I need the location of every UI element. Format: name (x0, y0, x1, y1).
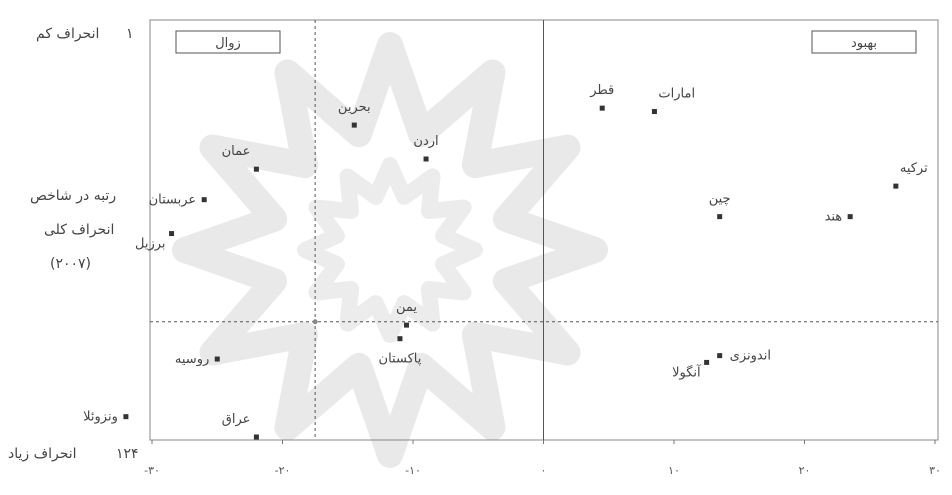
quadrant-box-left (175, 30, 281, 54)
data-point-label: روسیه (175, 352, 209, 367)
data-point-label: امارات (658, 87, 695, 102)
x-tick-label: -۱۰ (405, 464, 421, 477)
data-point-label: برزیل (135, 237, 166, 252)
data-point-label: ونزوئلا (83, 410, 118, 425)
y-bottom-label: انحراف زیاد (8, 446, 77, 462)
data-point (351, 122, 357, 128)
quadrant-box-right (811, 30, 917, 54)
y-top-rank: ۱ (126, 26, 134, 42)
data-point-label: آنگولا (672, 363, 702, 380)
data-point-label: عربستان (149, 193, 197, 208)
y-axis-title-line2: انحراف کلی (44, 222, 115, 238)
data-point-label: عمان (222, 144, 251, 159)
data-point (169, 231, 175, 237)
data-point (599, 105, 605, 111)
data-point-label: اردن (413, 134, 438, 149)
x-tick-label: ۰ (541, 464, 547, 477)
data-point (847, 214, 853, 220)
intersection-marker (312, 319, 318, 325)
data-point-label: یمن (396, 300, 417, 315)
data-point (123, 414, 129, 420)
data-point (704, 359, 710, 365)
data-point (253, 166, 259, 172)
watermark-star-inner (297, 157, 483, 343)
data-point-label: هند (825, 210, 843, 225)
watermark-logo (172, 32, 608, 468)
y-bottom-rank: ۱۲۴ (116, 446, 139, 462)
data-point (201, 197, 207, 203)
data-point (253, 434, 259, 440)
data-point-label: اندونزی (730, 349, 771, 364)
y-axis-title-line1: رتبه در شاخص (30, 188, 117, 204)
data-point (717, 214, 723, 220)
x-tick-label: -۳۰ (144, 464, 160, 477)
data-point-label: چین (709, 192, 731, 207)
x-tick-label: ۳۰ (929, 464, 941, 477)
data-point-label: ترکیه (900, 161, 928, 176)
data-point-label: عراق (222, 412, 251, 427)
quadrant-label-right: بهبود (851, 36, 877, 51)
data-point (893, 183, 899, 189)
data-point (423, 156, 429, 162)
watermark-star-outer (172, 32, 608, 468)
quadrant-label-left: زوال (215, 36, 241, 51)
data-point (403, 322, 409, 328)
data-point-label: قطر (589, 83, 614, 98)
y-axis-title-line3: (۲۰۰۷) (50, 256, 92, 272)
x-tick-label: -۲۰ (275, 464, 291, 477)
data-point (651, 109, 657, 115)
x-tick-label: ۱۰ (668, 464, 680, 477)
x-tick-label: ۲۰ (799, 464, 811, 477)
y-top-label: انحراف کم (36, 26, 100, 42)
data-point (214, 356, 220, 362)
data-point-label: پاکستان (379, 352, 422, 367)
data-point (397, 336, 403, 342)
data-point-label: بحرین (338, 100, 371, 115)
data-point (717, 353, 723, 359)
